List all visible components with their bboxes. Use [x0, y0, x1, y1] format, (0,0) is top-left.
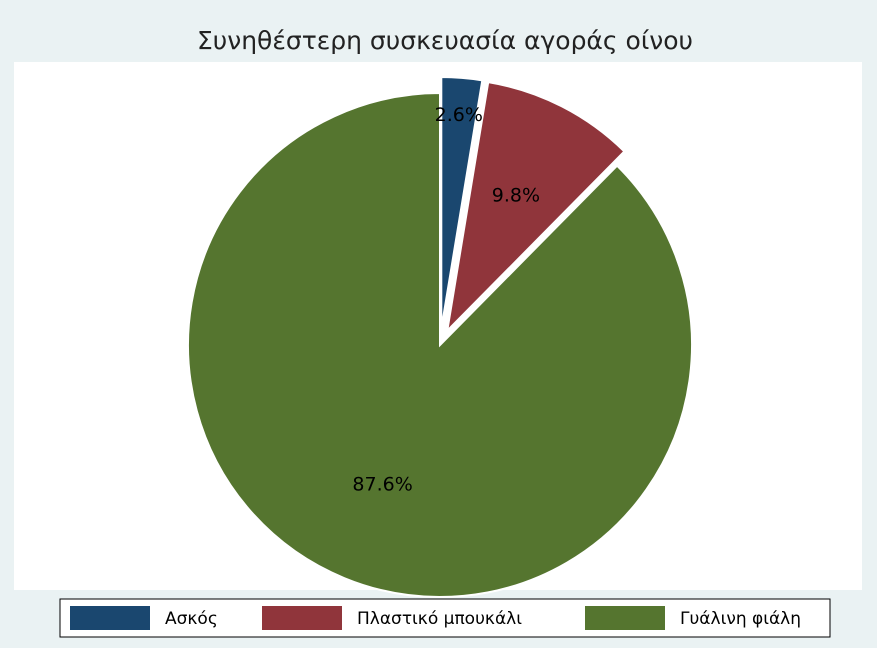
pie-slice — [445, 80, 626, 334]
legend-label: Ασκός — [165, 609, 218, 629]
chart-title: Συνηθέστερη συσκευασία αγοράς οίνου — [197, 26, 693, 55]
legend-swatch — [262, 606, 342, 630]
value-label: 87.6% — [352, 473, 412, 495]
value-label: 2.6% — [435, 104, 483, 126]
legend-label: Πλαστικό μπουκάλι — [357, 609, 522, 629]
pie-slice — [187, 91, 693, 598]
legend-swatch — [70, 606, 150, 630]
legend — [59, 598, 831, 638]
pie-slice — [440, 76, 484, 330]
legend-swatch — [585, 606, 665, 630]
legend-label: Γυάλινη φιάλη — [680, 609, 801, 629]
value-label: 9.8% — [492, 185, 540, 207]
